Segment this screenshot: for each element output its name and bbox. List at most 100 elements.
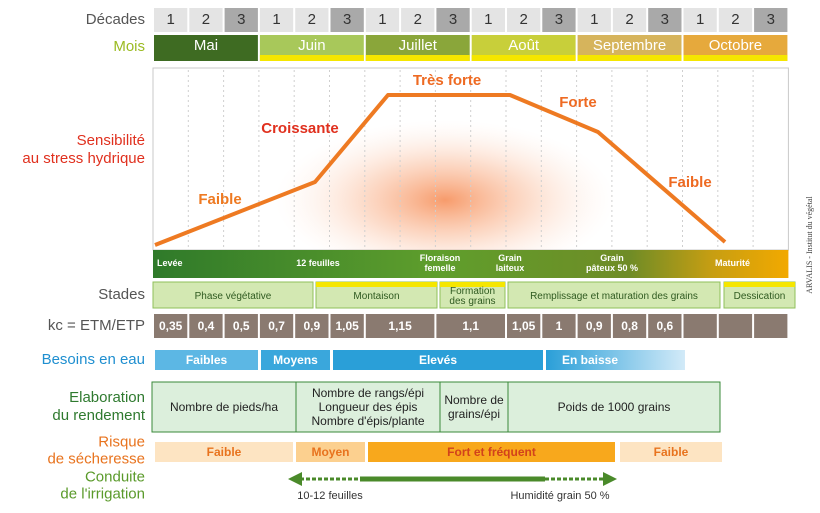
kc-cell (542, 314, 576, 338)
kc-cell (259, 314, 294, 338)
kc-value: 0,8 (621, 319, 638, 333)
decade-cell (330, 8, 364, 32)
water-need-level: Faibles (186, 353, 228, 367)
row-label-line: Elaboration (69, 389, 145, 406)
stade-name: Formation des grains (449, 286, 495, 307)
row-label-line: de sécheresse (47, 450, 145, 467)
drought-bar (620, 442, 722, 462)
kc-cell (330, 314, 364, 338)
decade-cell (542, 8, 576, 32)
decade-number: 1 (484, 11, 492, 28)
stage-marker: Maturité (715, 258, 750, 268)
water-need-bar (155, 350, 258, 370)
yield-box (151, 381, 297, 433)
row-label: Mois (113, 38, 145, 55)
row-label: Risque de sécheresse (47, 433, 145, 467)
row-label: Besoins en eau (42, 351, 145, 368)
decade-number: 2 (731, 11, 739, 28)
decade-cell (189, 8, 223, 32)
water-need-bar (261, 350, 330, 370)
decade-number: 1 (696, 11, 704, 28)
stage-marker-line: pâteux 50 % (586, 263, 638, 273)
kc-value: 1,05 (335, 319, 359, 333)
decade-cell (648, 8, 682, 32)
decade-number: 1 (272, 11, 280, 28)
kc-value: 0,6 (657, 319, 674, 333)
stage-marker-line: Floraison (420, 253, 461, 263)
yield-component-line: Nombre de pieds/ha (170, 400, 278, 414)
row-label: Sensibilité au stress hydrique (22, 132, 145, 167)
drought-level: Faible (207, 445, 242, 459)
stade-name-line: Formation (450, 286, 495, 297)
row-label: Stades (98, 286, 145, 303)
decade-cell (577, 8, 611, 32)
decade-number: 2 (308, 11, 316, 28)
yield-component: Nombre de grains/épi (444, 393, 504, 421)
decade-cell (683, 8, 717, 32)
kc-cell (612, 314, 647, 338)
month-strip (365, 55, 470, 61)
decade-number: 3 (237, 11, 245, 28)
stage-marker-line: Levée (157, 258, 183, 268)
month-name: Mai (194, 37, 218, 54)
water-need-level: En baisse (562, 353, 618, 367)
stage-bar (153, 250, 789, 278)
row-label: Elaboration du rendement (52, 389, 145, 424)
drought-bar (155, 442, 293, 462)
stage-marker: Grain pâteux 50 % (586, 253, 638, 273)
stage-marker: Floraison femelle (420, 253, 461, 273)
decade-number: 1 (166, 11, 174, 28)
sensitivity-level: Croissante (261, 120, 339, 137)
credit: ARVALIS - Institut du végétal (805, 196, 814, 294)
yield-box (295, 381, 441, 433)
kc-value: 1,15 (388, 319, 412, 333)
kc-value: 1,05 (512, 319, 536, 333)
month-name: Juillet (399, 37, 438, 54)
decade-cell (436, 8, 470, 32)
kc-value: 1,1 (462, 319, 479, 333)
decade-cell (154, 8, 188, 32)
row-label: Décades (86, 11, 145, 28)
stage-marker-line: Grain (600, 253, 624, 263)
decade-cell (471, 8, 505, 32)
row-label: Conduite de l'irrigation (60, 468, 145, 502)
sensitivity-level: Faible (198, 191, 241, 208)
yield-box (507, 381, 721, 433)
kc-cell-empty (754, 314, 788, 338)
decade-number: 3 (343, 11, 351, 28)
decade-cell (754, 8, 788, 32)
decade-cell (365, 8, 400, 32)
row-label-line: Risque (98, 433, 145, 450)
stade-cell (152, 281, 314, 309)
row-label-line: au stress hydrique (22, 150, 145, 167)
decade-cell (259, 8, 294, 32)
stade-name-line: Dessication (734, 291, 786, 302)
decade-number: 2 (519, 11, 527, 28)
yield-component-line: grains/épi (448, 407, 500, 421)
yield-component: Nombre de pieds/ha (170, 400, 278, 414)
stade-strip (316, 282, 437, 287)
stage-marker-line: 12 feuilles (296, 258, 340, 268)
kc-cell (295, 314, 329, 338)
month-name: Octobre (709, 37, 762, 54)
irrigation-arrowhead (288, 472, 302, 486)
stress-glow (275, 120, 615, 280)
kc-value: 0,5 (233, 319, 250, 333)
stade-name: Montaison (353, 291, 399, 302)
sensitivity-curve (154, 93, 727, 247)
drought-level: Moyen (311, 445, 349, 459)
row-label-line: de l'irrigation (60, 485, 145, 502)
sensitivity-level: Très forte (413, 72, 481, 89)
stade-name-line: des grains (449, 296, 495, 307)
kc-value: 0,9 (586, 319, 603, 333)
kc-cell (365, 314, 435, 338)
kc-cell (189, 314, 223, 338)
drought-level: Fort et fréquent (447, 445, 536, 459)
row-label: kc = ETM/ETP (48, 317, 145, 334)
yield-component: Nombre de rangs/épi Longueur des épis Nomb… (311, 386, 424, 428)
stade-name-line: Phase végétative (195, 291, 272, 302)
kc-value: 1 (556, 319, 563, 333)
decade-cell (612, 8, 647, 32)
decade-number: 3 (449, 11, 457, 28)
